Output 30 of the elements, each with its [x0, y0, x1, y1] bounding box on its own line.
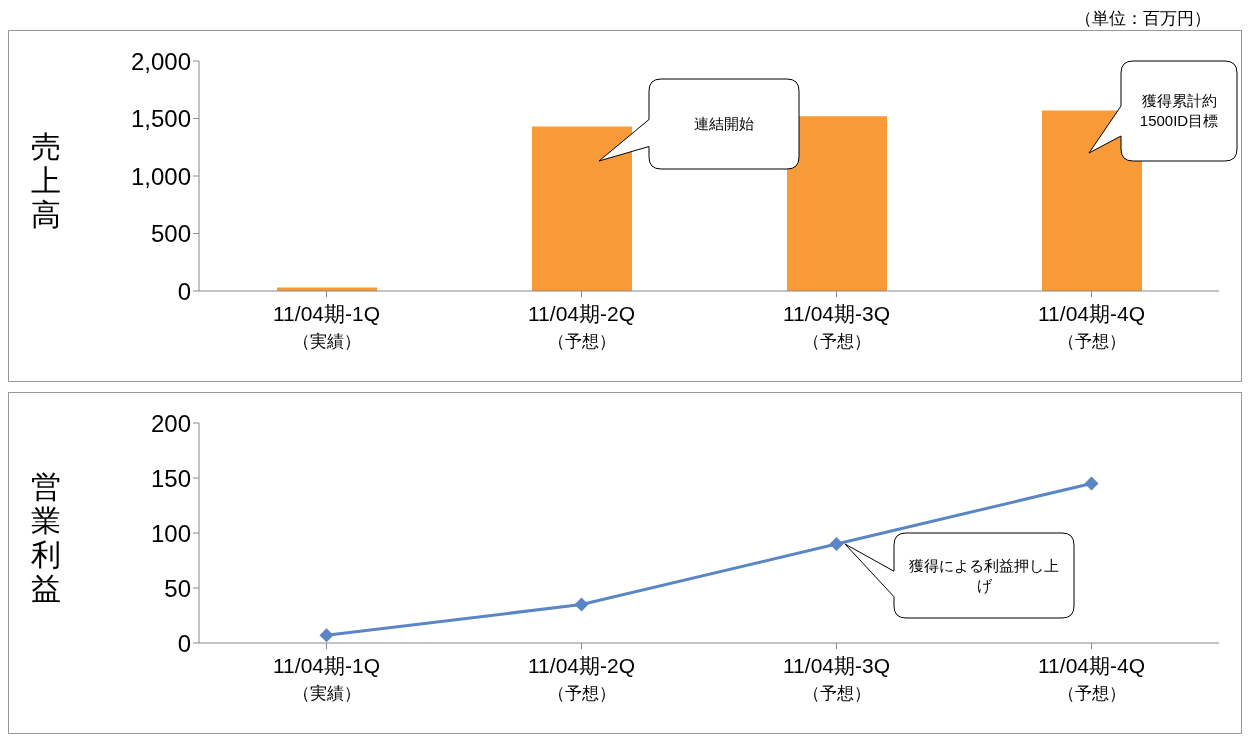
x-tick-label: 11/04期-2Q （予想） [528, 654, 635, 703]
x-tick-label: 11/04期-2Q （予想） [528, 302, 635, 351]
x-tick-label: 11/04期-1Q （実績） [273, 654, 380, 703]
y-tick-label: 1,500 [130, 105, 191, 133]
y-tick-label: 1,000 [130, 162, 191, 190]
point [1084, 476, 1099, 491]
x-tick-label: 11/04期-1Q （実績） [273, 302, 380, 351]
x-tick-label: 11/04期-4Q （予想） [1038, 302, 1145, 351]
annotation: 獲得累計約1500ID目標 [1138, 91, 1220, 131]
y-tick-label: 150 [150, 464, 191, 492]
text: （単位：百万円） [1075, 8, 1211, 30]
y-tick-label: 500 [150, 220, 191, 248]
x-tick-label: 11/04期-4Q （予想） [1038, 654, 1145, 703]
bar [532, 126, 632, 291]
y-axis-title: 営業利益 [31, 470, 61, 606]
annotation: 獲得による利益押し上げ [908, 555, 1060, 596]
bar [787, 116, 887, 291]
point [829, 537, 844, 551]
point [319, 628, 334, 643]
x-tick-label: 11/04期-3Q （予想） [783, 654, 890, 703]
x-tick-label: 11/04期-3Q （予想） [783, 302, 890, 351]
y-tick-label: 100 [150, 519, 191, 547]
point [574, 597, 589, 612]
y-tick-label: 50 [164, 574, 191, 602]
y-tick-label: 0 [177, 629, 191, 657]
y-tick-label: 2,000 [130, 47, 191, 75]
y-tick-label: 200 [150, 409, 191, 437]
annotation: 連結開始 [694, 114, 754, 134]
y-tick-label: 0 [177, 277, 191, 305]
y-axis-title: 売上高 [31, 130, 61, 232]
